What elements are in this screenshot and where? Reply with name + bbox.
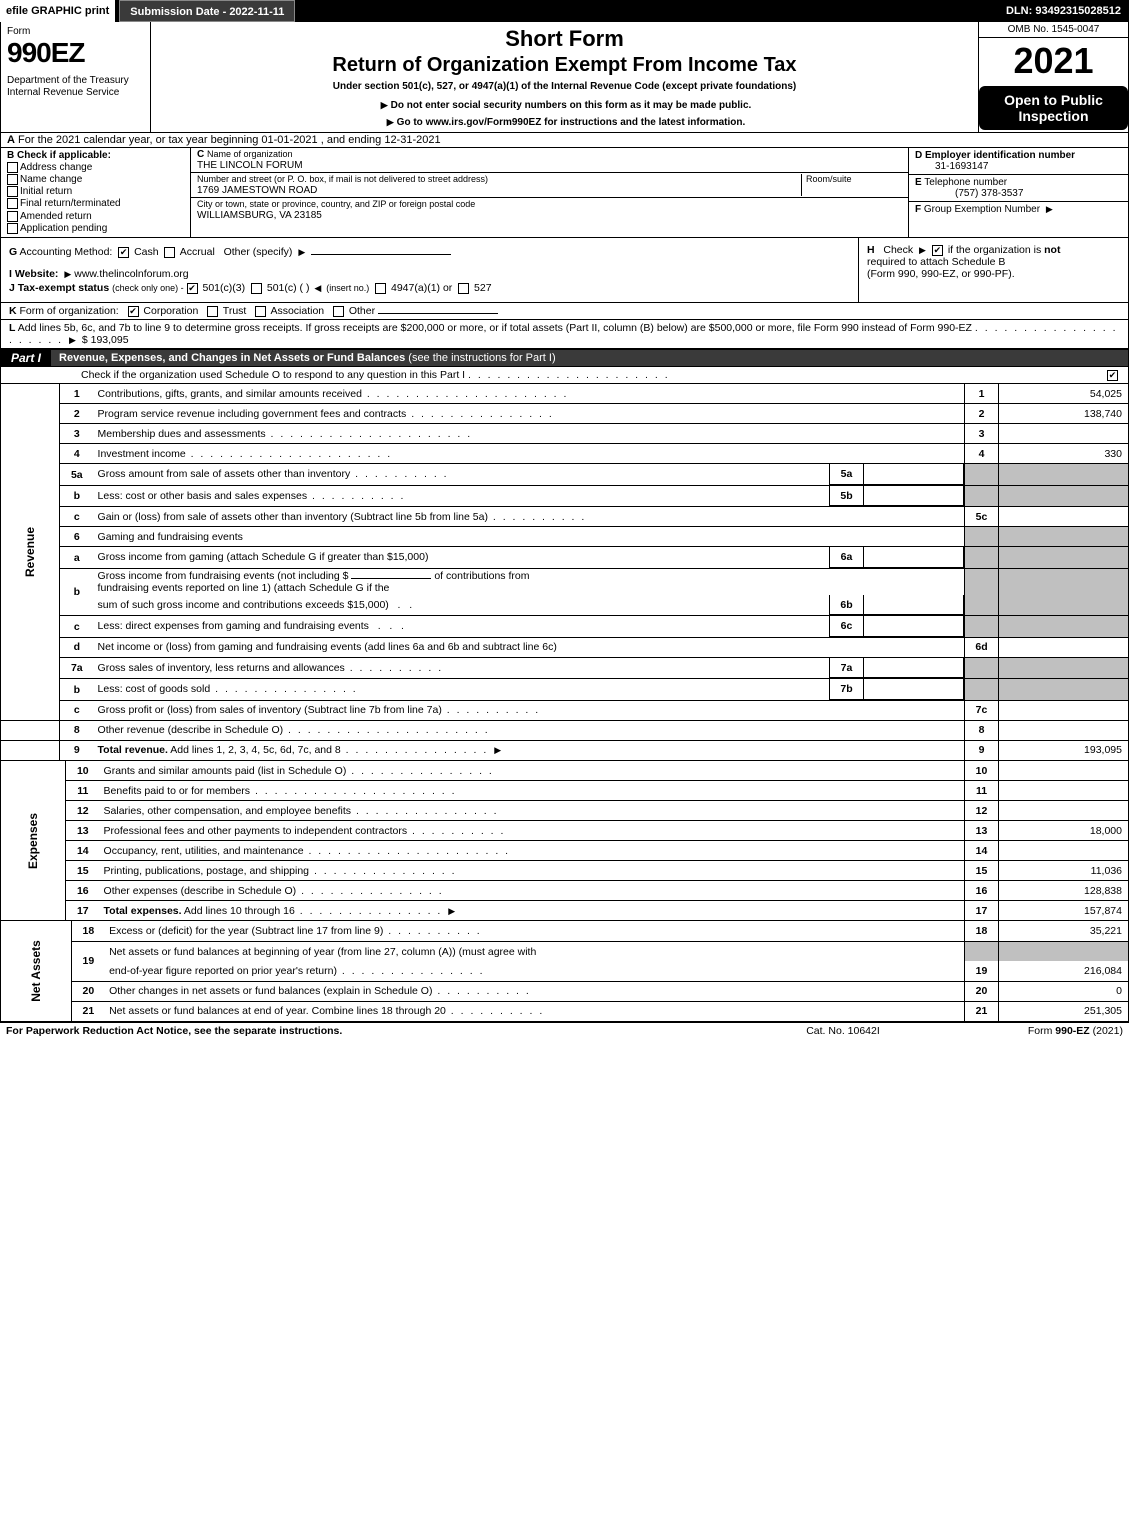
submission-date: Submission Date - 2022-11-11 [119, 0, 295, 22]
line-17-amount: 157,874 [999, 901, 1129, 921]
page-footer: For Paperwork Reduction Act Notice, see … [0, 1022, 1129, 1039]
net-assets-table: Net Assets 18Excess or (deficit) for the… [0, 921, 1129, 1022]
website-link[interactable]: www.thelincolnforum.org [74, 268, 188, 280]
checkbox-final-return[interactable] [7, 198, 18, 209]
expenses-table: Expenses 10Grants and similar amounts pa… [0, 761, 1129, 922]
checkbox-527[interactable] [458, 283, 469, 294]
return-title: Return of Organization Exempt From Incom… [159, 54, 970, 77]
line-4-amount: 330 [999, 444, 1129, 464]
checkbox-corporation[interactable] [128, 306, 139, 317]
section-b-through-f: B Check if applicable: Address change Na… [0, 148, 1129, 238]
street-address: 1769 JAMESTOWN ROAD [197, 185, 317, 196]
revenue-side-label: Revenue [23, 527, 37, 577]
checkbox-501c[interactable] [251, 283, 262, 294]
form-header: Form 990EZ Department of the Treasury In… [0, 22, 1129, 133]
form-number: 990EZ [7, 37, 144, 69]
line-20-amount: 0 [999, 981, 1129, 1001]
part-1-sub: Check if the organization used Schedule … [0, 367, 1129, 384]
column-c: C Name of organization THE LINCOLN FORUM… [191, 148, 908, 237]
row-a: A For the 2021 calendar year, or tax yea… [0, 133, 1129, 148]
row-k: K Form of organization: Corporation Trus… [0, 303, 1129, 320]
checkbox-initial-return[interactable] [7, 186, 18, 197]
checkbox-name-change[interactable] [7, 174, 18, 185]
top-bar: efile GRAPHIC print Submission Date - 20… [0, 0, 1129, 22]
line-18-amount: 35,221 [999, 921, 1129, 941]
tax-year: 2021 [979, 38, 1128, 84]
line-13-amount: 18,000 [999, 821, 1129, 841]
department: Department of the Treasury Internal Reve… [7, 75, 144, 99]
form-label: Form [7, 26, 144, 37]
checkbox-schedule-b[interactable] [932, 245, 943, 256]
dln: DLN: 93492315028512 [998, 3, 1129, 19]
checkbox-cash[interactable] [118, 247, 129, 258]
checkbox-trust[interactable] [207, 306, 218, 317]
line-9-amount: 193,095 [999, 740, 1129, 760]
part-1-header: Part I Revenue, Expenses, and Changes in… [0, 349, 1129, 367]
line-3-amount [999, 424, 1129, 444]
under-section: Under section 501(c), 527, or 4947(a)(1)… [159, 81, 970, 92]
goto-line: Go to www.irs.gov/Form990EZ for instruct… [159, 117, 970, 128]
open-to-public: Open to Public Inspection [979, 86, 1128, 130]
short-form-title: Short Form [159, 26, 970, 52]
efile-badge[interactable]: efile GRAPHIC print [0, 0, 115, 22]
column-def: D Employer identification number31-16931… [908, 148, 1128, 237]
checkbox-501c3[interactable] [187, 283, 198, 294]
ssn-warning: Do not enter social security numbers on … [159, 100, 970, 111]
ein: 31-1693147 [915, 161, 988, 172]
checkbox-amended-return[interactable] [7, 211, 18, 222]
row-l: L Add lines 5b, 6c, and 7b to line 9 to … [0, 320, 1129, 349]
phone: (757) 378-3537 [915, 188, 1023, 199]
checkbox-address-change[interactable] [7, 162, 18, 173]
line-2-amount: 138,740 [999, 404, 1129, 424]
line-1-amount: 54,025 [999, 384, 1129, 404]
checkbox-application-pending[interactable] [7, 223, 18, 234]
net-assets-side-label: Net Assets [29, 940, 43, 1002]
column-b: B Check if applicable: Address change Na… [1, 148, 191, 237]
checkbox-association[interactable] [255, 306, 266, 317]
revenue-table: Revenue 1Contributions, gifts, grants, a… [0, 384, 1129, 761]
irs-link[interactable]: www.irs.gov/Form990EZ [426, 117, 542, 128]
omb-number: OMB No. 1545-0047 [979, 22, 1128, 38]
gross-receipts: $ 193,095 [82, 334, 129, 346]
checkbox-4947[interactable] [375, 283, 386, 294]
city-state-zip: WILLIAMSBURG, VA 23185 [197, 210, 322, 221]
line-15-amount: 11,036 [999, 861, 1129, 881]
checkbox-accrual[interactable] [164, 247, 175, 258]
expenses-side-label: Expenses [26, 813, 40, 869]
checkbox-schedule-o[interactable] [1107, 370, 1118, 381]
line-21-amount: 251,305 [999, 1001, 1129, 1021]
line-19-amount: 216,084 [999, 961, 1129, 981]
org-name: THE LINCOLN FORUM [197, 160, 303, 171]
line-16-amount: 128,838 [999, 881, 1129, 901]
checkbox-other-org[interactable] [333, 306, 344, 317]
section-g-h-i-j: G Accounting Method: Cash Accrual Other … [0, 238, 1129, 303]
